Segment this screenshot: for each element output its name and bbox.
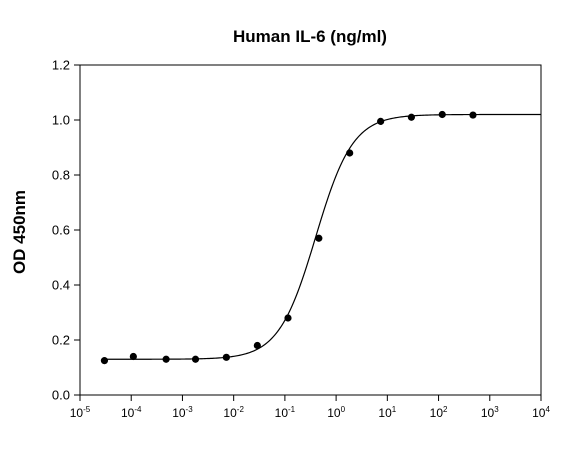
data-point — [377, 117, 385, 125]
data-point — [162, 355, 170, 363]
x-tick-label: 10-1 — [275, 405, 296, 420]
data-point — [438, 110, 446, 119]
plot-area: 0.0 0.2 0.4 0.6 0.8 1.0 1.2 10-5 10-4 10-3 10-2 10-… — [52, 58, 551, 421]
x-tick-label: 101 — [378, 405, 396, 420]
fit-curve — [104, 113, 541, 360]
data-point — [469, 111, 477, 119]
x-tick-label: 103 — [481, 405, 499, 420]
x-tick-label: 102 — [430, 405, 448, 420]
data-point — [222, 353, 230, 361]
x-tick-label: 100 — [327, 405, 345, 420]
data-point — [284, 314, 292, 322]
y-tick-label: 1.2 — [52, 58, 70, 73]
y-tick-label: 1.0 — [52, 113, 70, 128]
x-tick-label: 10-5 — [70, 405, 91, 420]
data-point — [129, 352, 137, 361]
data-point — [253, 341, 261, 350]
data-point — [407, 113, 415, 121]
y-tick-label: 0.8 — [52, 168, 70, 183]
x-tick-label: 10-3 — [172, 405, 193, 420]
y-tick-label: 0.4 — [52, 278, 70, 293]
y-tick-label: 0.0 — [52, 388, 70, 403]
x-tick-label: 10-4 — [121, 405, 142, 420]
x-tick-label: 104 — [532, 405, 550, 420]
y-axis-label: OD 450nm — [10, 190, 29, 274]
data-point — [191, 355, 200, 363]
x-tick-label: 10-2 — [223, 405, 244, 420]
data-point — [315, 234, 323, 242]
data-point — [100, 357, 109, 365]
y-tick-label: 0.2 — [52, 333, 70, 348]
data-point — [346, 149, 354, 157]
chart-title: Human IL-6 (ng/ml) — [233, 27, 387, 46]
y-tick-label: 0.6 — [52, 223, 70, 238]
